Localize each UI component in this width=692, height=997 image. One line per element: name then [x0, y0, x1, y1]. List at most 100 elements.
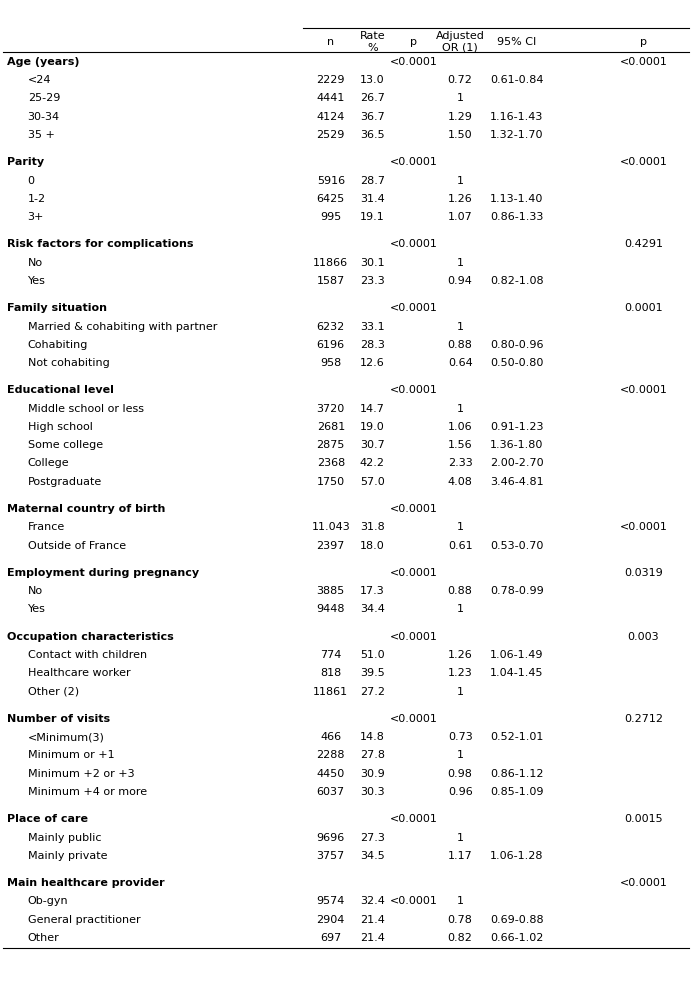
- Text: 9574: 9574: [316, 896, 345, 906]
- Text: 0.0015: 0.0015: [624, 815, 663, 825]
- Text: Minimum or +1: Minimum or +1: [28, 751, 114, 761]
- Text: <0.0001: <0.0001: [390, 57, 438, 67]
- Text: 3720: 3720: [317, 404, 345, 414]
- Text: 21.4: 21.4: [360, 914, 385, 925]
- Text: General practitioner: General practitioner: [28, 914, 140, 925]
- Text: 0.98: 0.98: [448, 769, 473, 779]
- Text: 1.06-1.28: 1.06-1.28: [490, 850, 544, 860]
- Text: 5916: 5916: [317, 175, 345, 185]
- Text: 1: 1: [457, 687, 464, 697]
- Text: Married & cohabiting with partner: Married & cohabiting with partner: [28, 322, 217, 332]
- Text: 11866: 11866: [313, 257, 348, 267]
- Text: 27.3: 27.3: [360, 832, 385, 842]
- Text: 1: 1: [457, 404, 464, 414]
- Text: 0.82-1.08: 0.82-1.08: [490, 276, 544, 286]
- Text: No: No: [28, 257, 43, 267]
- Text: 0.78-0.99: 0.78-0.99: [490, 586, 544, 596]
- Text: Age (years): Age (years): [7, 57, 80, 67]
- Text: 30.3: 30.3: [360, 787, 385, 797]
- Text: 2529: 2529: [316, 130, 345, 140]
- Text: Yes: Yes: [28, 276, 46, 286]
- Text: 27.8: 27.8: [360, 751, 385, 761]
- Text: Healthcare worker: Healthcare worker: [28, 668, 130, 678]
- Text: 0.88: 0.88: [448, 340, 473, 350]
- Text: 0.66-1.02: 0.66-1.02: [490, 933, 544, 943]
- Text: 14.7: 14.7: [360, 404, 385, 414]
- Text: 23.3: 23.3: [360, 276, 385, 286]
- Text: 0.0001: 0.0001: [624, 303, 663, 313]
- Text: 1.26: 1.26: [448, 193, 473, 203]
- Text: p: p: [410, 37, 417, 47]
- Text: Maternal country of birth: Maternal country of birth: [7, 504, 165, 514]
- Text: <24: <24: [28, 75, 51, 85]
- Text: 995: 995: [320, 212, 341, 222]
- Text: Mainly public: Mainly public: [28, 832, 101, 842]
- Text: 2397: 2397: [316, 540, 345, 550]
- Text: 1-2: 1-2: [28, 193, 46, 203]
- Text: 19.1: 19.1: [360, 212, 385, 222]
- Text: 0.4291: 0.4291: [624, 239, 663, 249]
- Text: 25-29: 25-29: [28, 94, 60, 104]
- Text: Not cohabiting: Not cohabiting: [28, 358, 109, 368]
- Text: 6196: 6196: [317, 340, 345, 350]
- Text: 0.94: 0.94: [448, 276, 473, 286]
- Text: Educational level: Educational level: [7, 386, 113, 396]
- Text: 0.78: 0.78: [448, 914, 473, 925]
- Text: 818: 818: [320, 668, 341, 678]
- Text: Mainly private: Mainly private: [28, 850, 107, 860]
- Text: <Minimum(3): <Minimum(3): [28, 732, 104, 742]
- Text: 1.29: 1.29: [448, 112, 473, 122]
- Text: 0.53-0.70: 0.53-0.70: [490, 540, 544, 550]
- Text: n: n: [327, 37, 334, 47]
- Text: 2.33: 2.33: [448, 459, 473, 469]
- Text: 0.2712: 0.2712: [624, 714, 663, 724]
- Text: 0.80-0.96: 0.80-0.96: [490, 340, 544, 350]
- Text: 6037: 6037: [317, 787, 345, 797]
- Text: 4.08: 4.08: [448, 477, 473, 487]
- Text: Other: Other: [28, 933, 60, 943]
- Text: 2368: 2368: [317, 459, 345, 469]
- Text: <0.0001: <0.0001: [619, 158, 668, 167]
- Text: 0.86-1.12: 0.86-1.12: [490, 769, 544, 779]
- Text: Rate
%: Rate %: [359, 31, 385, 53]
- Text: 1: 1: [457, 175, 464, 185]
- Text: 18.0: 18.0: [360, 540, 385, 550]
- Text: <0.0001: <0.0001: [390, 632, 438, 642]
- Text: 2229: 2229: [316, 75, 345, 85]
- Text: 1: 1: [457, 751, 464, 761]
- Text: 0.91-1.23: 0.91-1.23: [490, 422, 544, 432]
- Text: <0.0001: <0.0001: [390, 504, 438, 514]
- Text: Cohabiting: Cohabiting: [28, 340, 88, 350]
- Text: 1: 1: [457, 94, 464, 104]
- Text: College: College: [28, 459, 69, 469]
- Text: <0.0001: <0.0001: [619, 57, 668, 67]
- Text: 1.56: 1.56: [448, 441, 473, 451]
- Text: 4124: 4124: [316, 112, 345, 122]
- Text: High school: High school: [28, 422, 93, 432]
- Text: 34.4: 34.4: [360, 604, 385, 614]
- Text: 6232: 6232: [317, 322, 345, 332]
- Text: 2288: 2288: [316, 751, 345, 761]
- Text: Number of visits: Number of visits: [7, 714, 110, 724]
- Text: 958: 958: [320, 358, 341, 368]
- Text: 0.69-0.88: 0.69-0.88: [490, 914, 544, 925]
- Text: <0.0001: <0.0001: [619, 878, 668, 888]
- Text: 1.13-1.40: 1.13-1.40: [490, 193, 544, 203]
- Text: 697: 697: [320, 933, 341, 943]
- Text: 2904: 2904: [316, 914, 345, 925]
- Text: No: No: [28, 586, 43, 596]
- Text: Contact with children: Contact with children: [28, 650, 147, 660]
- Text: Main healthcare provider: Main healthcare provider: [7, 878, 165, 888]
- Text: Some college: Some college: [28, 441, 103, 451]
- Text: 2875: 2875: [316, 441, 345, 451]
- Text: Postgraduate: Postgraduate: [28, 477, 102, 487]
- Text: 21.4: 21.4: [360, 933, 385, 943]
- Text: 31.4: 31.4: [360, 193, 385, 203]
- Text: 30-34: 30-34: [28, 112, 60, 122]
- Text: <0.0001: <0.0001: [390, 815, 438, 825]
- Text: 1: 1: [457, 257, 464, 267]
- Text: 36.7: 36.7: [360, 112, 385, 122]
- Text: Yes: Yes: [28, 604, 46, 614]
- Text: 1.06: 1.06: [448, 422, 473, 432]
- Text: 17.3: 17.3: [360, 586, 385, 596]
